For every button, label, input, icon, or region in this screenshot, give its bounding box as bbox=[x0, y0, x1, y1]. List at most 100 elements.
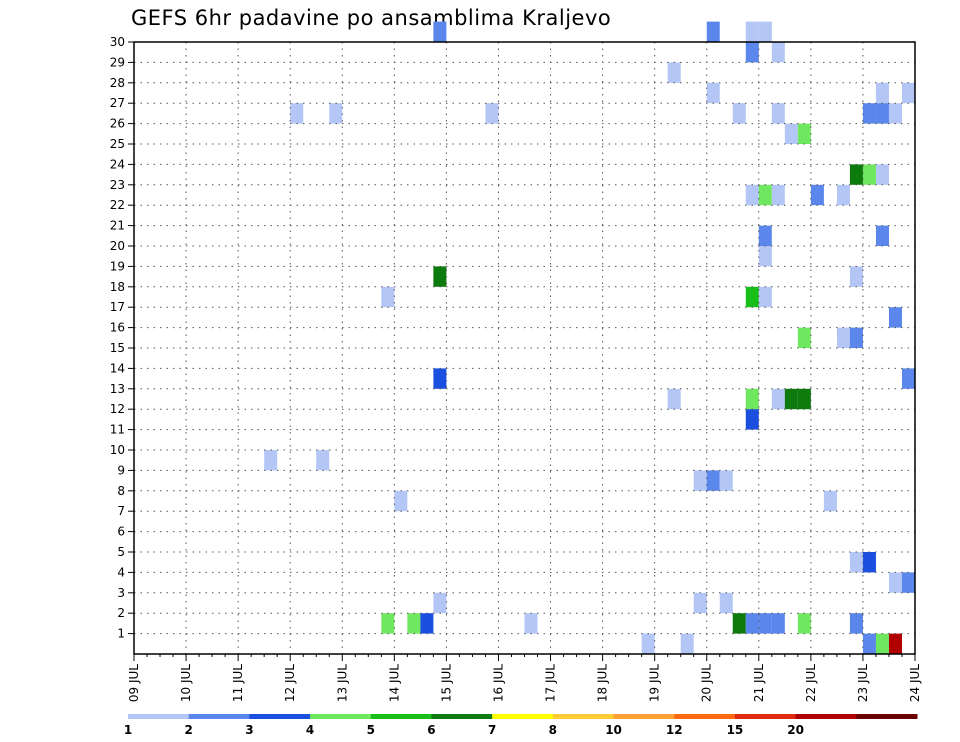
legend-label: 20 bbox=[787, 723, 804, 737]
legend-label: 7 bbox=[488, 723, 496, 737]
precip-cell bbox=[771, 184, 785, 206]
legend-swatch bbox=[734, 714, 797, 719]
x-tick-label: 16 JUL bbox=[491, 664, 505, 702]
precip-cell bbox=[875, 633, 889, 654]
precip-cell bbox=[758, 246, 772, 267]
precip-cell bbox=[836, 327, 850, 348]
precip-cell bbox=[758, 21, 772, 42]
precip-cell bbox=[732, 103, 746, 124]
precip-cell bbox=[745, 388, 759, 410]
y-tick-label: 5 bbox=[117, 545, 125, 559]
precip-cell bbox=[680, 633, 694, 654]
precip-cell bbox=[862, 633, 876, 654]
y-tick-label: 12 bbox=[110, 402, 125, 416]
precip-cell bbox=[433, 21, 447, 42]
precip-cell bbox=[784, 388, 798, 410]
y-tick-label: 24 bbox=[110, 157, 125, 171]
precip-cell bbox=[784, 123, 798, 144]
precip-cell bbox=[797, 327, 811, 348]
precip-cell bbox=[888, 633, 902, 654]
legend-swatch bbox=[856, 714, 918, 719]
precip-cell bbox=[758, 225, 772, 246]
precip-cell bbox=[758, 286, 772, 308]
precip-cell bbox=[290, 103, 304, 124]
precip-cell bbox=[394, 490, 408, 512]
legend-swatch bbox=[370, 714, 432, 719]
precip-cell bbox=[797, 123, 811, 144]
y-tick-label: 25 bbox=[110, 137, 125, 151]
precip-cell bbox=[420, 613, 434, 634]
precip-cell bbox=[862, 552, 876, 573]
precip-cell bbox=[316, 450, 330, 471]
precip-cell bbox=[901, 368, 915, 389]
y-tick-label: 3 bbox=[117, 586, 125, 600]
precip-cell bbox=[706, 82, 720, 104]
x-tick-label: 10 JUL bbox=[179, 664, 193, 702]
precip-cell bbox=[758, 184, 772, 206]
precip-cell bbox=[745, 21, 759, 42]
y-tick-label: 14 bbox=[110, 361, 125, 375]
precip-cell bbox=[719, 592, 733, 614]
precip-cell bbox=[771, 42, 785, 63]
precip-cell bbox=[433, 266, 447, 287]
legend-label: 2 bbox=[185, 723, 193, 737]
y-tick-label: 19 bbox=[110, 259, 125, 273]
axis-layer: 1234567891011121314151617181920212223242… bbox=[110, 35, 922, 702]
precip-cell bbox=[875, 103, 889, 124]
precip-cell bbox=[732, 613, 746, 634]
x-tick-label: 09 JUL bbox=[127, 664, 141, 702]
precip-cell bbox=[862, 103, 876, 124]
y-tick-label: 13 bbox=[110, 382, 125, 396]
y-tick-label: 10 bbox=[110, 443, 125, 457]
precip-cell bbox=[667, 388, 681, 410]
x-tick-label: 11 JUL bbox=[231, 664, 245, 702]
legend-swatch bbox=[128, 714, 190, 719]
legend-label: 8 bbox=[549, 723, 557, 737]
legend-label: 10 bbox=[605, 723, 622, 737]
x-tick-label: 13 JUL bbox=[335, 664, 349, 702]
precip-cell bbox=[849, 327, 863, 348]
legend-swatch bbox=[795, 714, 857, 719]
y-tick-label: 16 bbox=[110, 321, 125, 335]
precip-cell bbox=[719, 470, 733, 491]
precip-cell bbox=[862, 164, 876, 185]
y-tick-label: 15 bbox=[110, 341, 125, 355]
y-tick-label: 26 bbox=[110, 117, 125, 131]
x-tick-label: 19 JUL bbox=[648, 664, 662, 702]
precip-cell bbox=[797, 388, 811, 410]
y-tick-label: 6 bbox=[117, 525, 125, 539]
precip-cell bbox=[524, 613, 538, 634]
precip-cell bbox=[901, 82, 915, 104]
precip-cell bbox=[706, 21, 720, 42]
precip-cell bbox=[758, 613, 772, 634]
x-tick-label: 22 JUL bbox=[804, 664, 818, 702]
precip-cell bbox=[771, 388, 785, 410]
precip-cell bbox=[641, 633, 655, 654]
legend-label: 1 bbox=[124, 723, 132, 737]
y-tick-label: 30 bbox=[110, 35, 125, 49]
x-tick-label: 18 JUL bbox=[596, 664, 610, 702]
precip-cell bbox=[849, 552, 863, 573]
legend-label: 5 bbox=[367, 723, 375, 737]
precip-cell bbox=[849, 266, 863, 287]
precip-cell bbox=[381, 286, 395, 308]
legend-swatch bbox=[188, 714, 250, 719]
precip-cell bbox=[745, 409, 759, 430]
precip-cell bbox=[706, 470, 720, 491]
y-tick-label: 4 bbox=[117, 565, 125, 579]
precip-cell bbox=[485, 103, 499, 124]
y-tick-label: 18 bbox=[110, 280, 125, 294]
precip-cell bbox=[888, 307, 902, 328]
legend-swatch bbox=[249, 714, 311, 719]
y-tick-label: 21 bbox=[110, 219, 125, 233]
legend-swatch bbox=[310, 714, 372, 719]
precip-cell bbox=[836, 184, 850, 206]
x-tick-label: 20 JUL bbox=[700, 664, 714, 702]
y-tick-label: 20 bbox=[110, 239, 125, 253]
precip-cell bbox=[667, 62, 681, 83]
precip-cell bbox=[888, 572, 902, 593]
precip-cell bbox=[407, 613, 421, 634]
chart-title: GEFS 6hr padavine po ansamblima Kraljevo bbox=[131, 6, 612, 30]
precip-cell bbox=[797, 613, 811, 634]
y-tick-label: 29 bbox=[110, 55, 125, 69]
